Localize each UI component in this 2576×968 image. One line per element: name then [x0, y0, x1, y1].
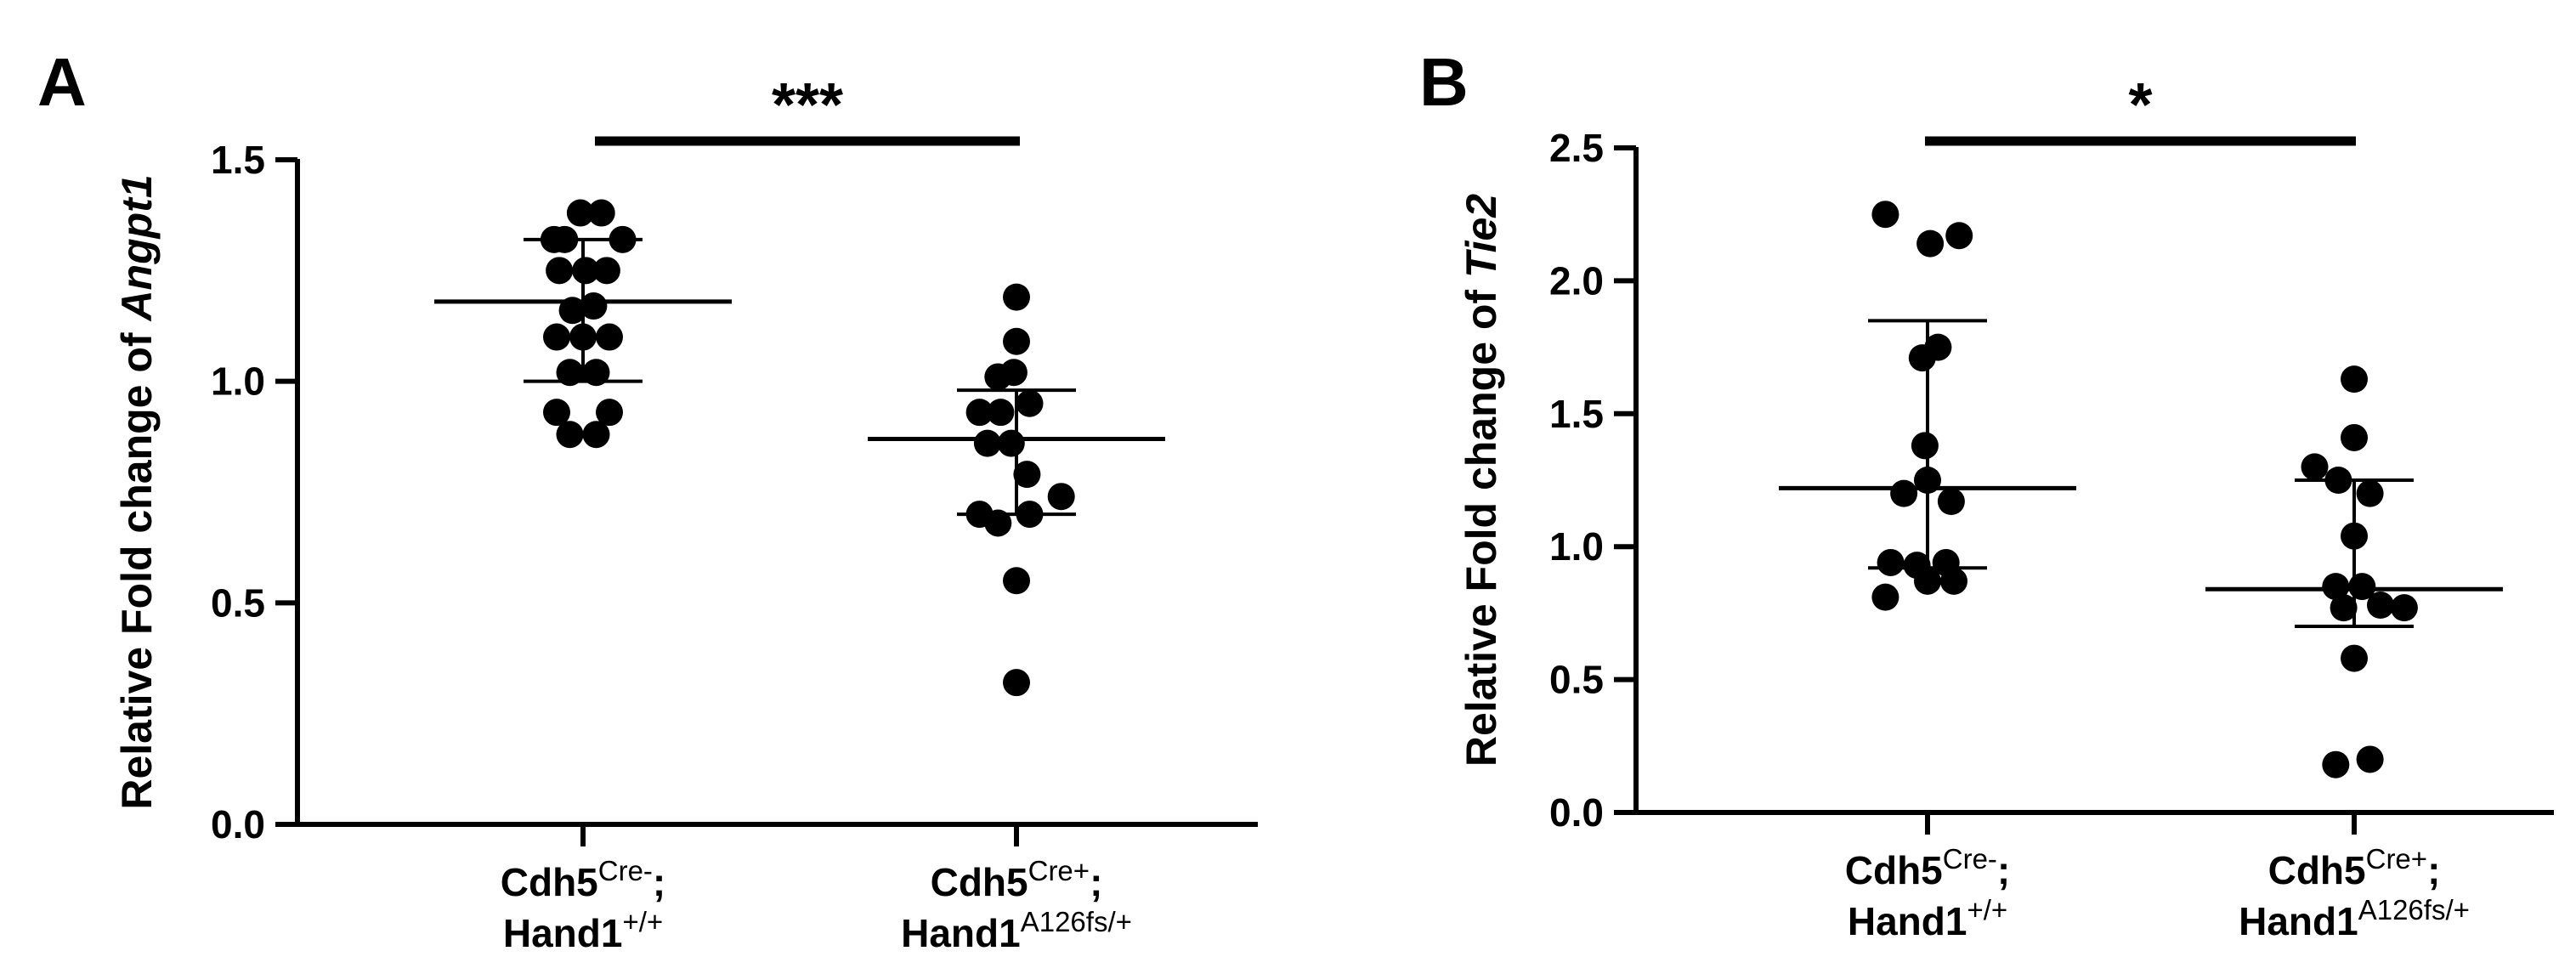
significance-label: *** — [772, 71, 843, 139]
data-point — [1890, 479, 1918, 507]
y-tick-label: 1.0 — [211, 359, 265, 404]
data-point — [546, 257, 574, 285]
data-point — [2367, 592, 2394, 620]
data-point — [965, 399, 994, 427]
data-point — [999, 359, 1028, 387]
data-point — [2348, 573, 2376, 601]
data-point — [1013, 461, 1041, 489]
category-label-line1: Cdh5Cre+; — [931, 855, 1103, 904]
data-point — [1916, 229, 1945, 258]
data-point — [1914, 567, 1941, 595]
data-point — [2301, 453, 2329, 481]
data-point — [2341, 423, 2368, 451]
y-tick-label: 1.5 — [211, 138, 265, 182]
y-tick-label: 0.0 — [1549, 790, 1604, 835]
data-point — [582, 421, 610, 449]
category-label-line2: Hand1+/+ — [1848, 894, 2007, 943]
data-point — [987, 399, 1015, 427]
data-point — [1047, 483, 1075, 511]
data-point — [2341, 365, 2368, 393]
data-point — [596, 323, 623, 351]
data-point — [556, 421, 584, 449]
y-tick-label: 2.5 — [1549, 126, 1604, 170]
data-point — [582, 359, 610, 387]
data-point — [1908, 344, 1936, 372]
data-point — [566, 199, 594, 227]
data-point — [1003, 567, 1030, 595]
data-point — [2341, 644, 2368, 672]
category-label-line2: Hand1+/+ — [503, 906, 663, 955]
data-point — [2341, 522, 2368, 550]
data-point — [587, 199, 615, 227]
data-point — [1016, 389, 1044, 417]
data-point — [2330, 594, 2358, 622]
data-point — [2322, 750, 2350, 778]
y-tick-label: 0.5 — [1549, 658, 1604, 702]
data-point — [1945, 222, 1973, 250]
data-point — [540, 225, 568, 253]
data-point — [592, 257, 620, 285]
category-label-line1: Cdh5Cre-; — [1845, 843, 2011, 892]
panel-a: A 0.0 0.5 1.0 1.5 Relative Fold change of Ang… — [37, 44, 1258, 955]
data-point — [2356, 745, 2384, 773]
data-point — [543, 323, 570, 351]
category-label-line1: Cdh5Cre-; — [501, 855, 666, 904]
data-point — [2322, 573, 2350, 601]
data-point — [596, 399, 623, 427]
data-point — [1016, 501, 1044, 529]
data-point — [1871, 201, 1899, 229]
category-label-line2: Hand1A126fs/+ — [2239, 894, 2470, 943]
y-axis-title: Relative Fold change of Angpt1 — [113, 174, 161, 809]
panel-letter: A — [37, 44, 87, 120]
data-point — [1003, 283, 1030, 311]
data-point — [2390, 594, 2418, 622]
category-label-line2: Hand1A126fs/+ — [901, 906, 1132, 955]
data-point — [973, 429, 1001, 457]
data-point — [609, 225, 637, 253]
y-tick-label: 1.0 — [1549, 524, 1604, 569]
data-point — [556, 359, 584, 387]
y-axis-title: Relative Fold change of Tie2 — [1458, 194, 1505, 767]
data-point — [1937, 488, 1965, 516]
data-point — [1877, 548, 1905, 576]
data-point — [1940, 567, 1967, 595]
data-point — [2324, 467, 2352, 494]
category-label-line1: Cdh5Cre+; — [2268, 843, 2441, 892]
panel-b: B 0.0 0.5 1.0 1.5 2.0 2.5 Relative Fold change … — [1419, 44, 2554, 943]
panel-letter: B — [1419, 44, 1469, 120]
y-tick-label: 0.0 — [211, 802, 265, 846]
data-point — [2356, 479, 2384, 507]
data-point — [997, 429, 1025, 457]
y-tick-label: 2.0 — [1549, 258, 1604, 303]
data-point — [572, 257, 600, 285]
significance-label: * — [2128, 71, 2152, 139]
y-tick-label: 1.5 — [1549, 392, 1604, 436]
data-point — [1911, 432, 1939, 460]
data-point — [1871, 583, 1899, 611]
data-point — [1003, 669, 1030, 697]
data-point — [984, 509, 1012, 537]
data-point — [569, 323, 597, 351]
data-point — [580, 292, 608, 320]
data-point — [543, 399, 570, 427]
data-point — [1003, 327, 1030, 355]
y-tick-label: 0.5 — [211, 580, 265, 625]
